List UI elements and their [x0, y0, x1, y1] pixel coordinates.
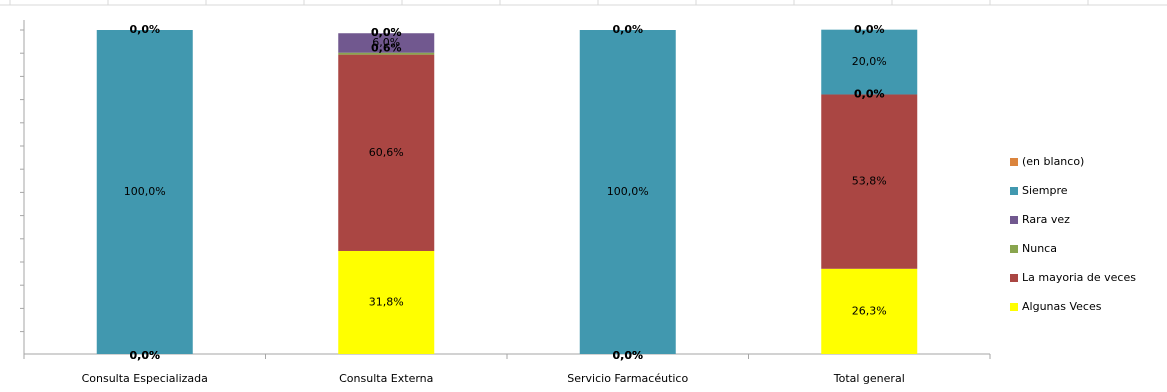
data-label: 0,0% [854, 87, 885, 100]
category-label: Consulta Externa [339, 372, 433, 385]
data-label: 0,0% [854, 23, 885, 36]
data-label: 0,0% [371, 26, 402, 39]
bar-segment [338, 54, 435, 251]
legend-swatch [1010, 187, 1018, 195]
legend-swatch [1010, 303, 1018, 311]
bar-segment [821, 268, 918, 354]
data-label: 31,8% [369, 295, 404, 308]
data-label: 0,6% [371, 42, 402, 55]
category-label: Consulta Especializada [82, 372, 208, 385]
data-label: 60,6% [369, 146, 404, 159]
data-label: 0,0% [612, 349, 643, 362]
data-label: 0,0% [612, 23, 643, 36]
bar-segment [821, 94, 918, 269]
legend-entry: Nunca [1022, 242, 1057, 255]
bar-segment [338, 33, 435, 53]
bars [96, 29, 918, 354]
data-labels: 0,0%0,0%100,0%0,0%31,8%60,6%0,6%6,0%0,0%… [124, 23, 887, 362]
category-labels: Consulta Especializada Consulta Externa Se… [82, 372, 905, 385]
data-label: 53,8% [852, 175, 887, 188]
data-label: 0,0% [129, 349, 160, 362]
legend-entry: Algunas Veces [1022, 300, 1102, 313]
bar-segment [96, 30, 193, 354]
bar-segment [338, 250, 435, 354]
legend-entry: La mayoria de veces [1022, 271, 1136, 284]
data-label: 20,0% [852, 55, 887, 68]
legend-swatch [1010, 274, 1018, 282]
bar-segment [821, 29, 918, 95]
legend-swatch [1010, 245, 1018, 253]
bar-segment [579, 30, 676, 354]
legend-entry: Siempre [1022, 184, 1068, 197]
data-label: 26,3% [852, 304, 887, 317]
legend-entry: Rara vez [1022, 213, 1070, 226]
data-label: 6,0% [372, 36, 400, 49]
category-label: Servicio Farmacéutico [567, 372, 688, 385]
bar-segment [338, 52, 435, 55]
legend-entry: (en blanco) [1022, 155, 1084, 168]
data-label: 0,0% [854, 87, 885, 100]
data-label: 0,0% [371, 26, 402, 39]
legend-swatch [1010, 216, 1018, 224]
category-label: Total general [833, 372, 905, 385]
data-label: 100,0% [607, 185, 649, 198]
data-label: 0,0% [129, 349, 160, 362]
legend: (en blanco) Siempre Rara vez Nunca La mayori… [1010, 155, 1136, 313]
top-border [0, 0, 1167, 6]
data-label: 100,0% [124, 185, 166, 198]
data-label: 0,0% [129, 23, 160, 36]
data-label: 0,0% [612, 349, 643, 362]
legend-swatch [1010, 158, 1018, 166]
